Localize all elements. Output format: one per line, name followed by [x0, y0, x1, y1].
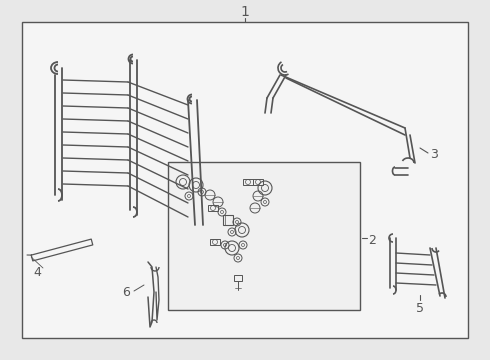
Bar	[210, 239, 220, 245]
Bar	[253, 179, 263, 185]
Bar	[22, 22, 468, 338]
Text: 6: 6	[122, 285, 130, 298]
Bar	[234, 275, 242, 281]
Bar	[223, 215, 233, 225]
Bar	[208, 205, 218, 211]
Text: 2: 2	[368, 234, 376, 247]
Bar	[168, 162, 360, 310]
Text: 3: 3	[430, 148, 438, 162]
Text: 1: 1	[241, 5, 249, 19]
Text: 5: 5	[416, 302, 424, 315]
Text: 4: 4	[33, 266, 41, 279]
Bar	[243, 179, 253, 185]
